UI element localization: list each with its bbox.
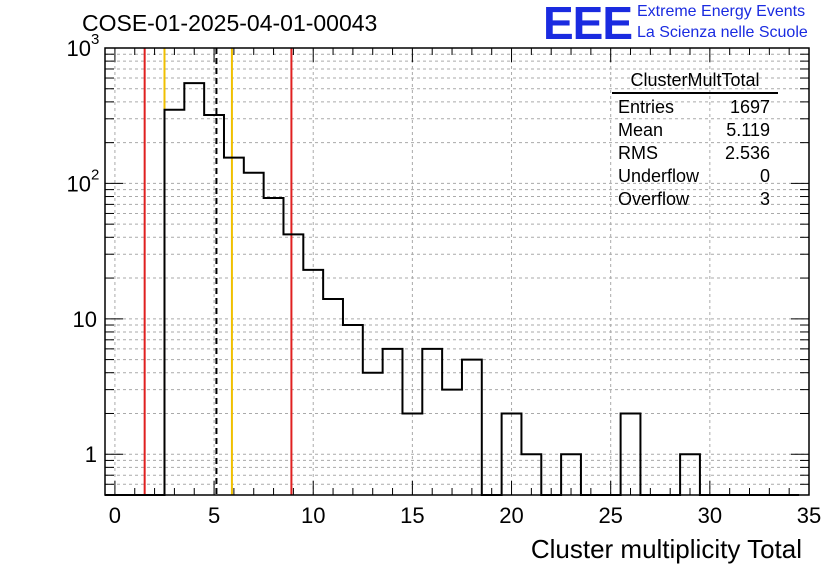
stats-label: Underflow [618,166,700,186]
stats-label: RMS [618,143,658,163]
histogram-bars [105,82,800,496]
histogram-bin [363,373,383,495]
y-tick-label: 10 [67,171,91,196]
stats-row-mean: Mean 5.119 [612,119,778,142]
x-axis-label: Cluster multiplicity Total [530,534,802,564]
histogram-bin [224,158,244,495]
x-tick-label: 5 [208,503,220,528]
x-tick-label: 10 [301,503,325,528]
logo-line-2: La Scienza nelle Scuole [637,24,808,41]
histogram-bin [283,234,303,495]
stats-value: 1697 [729,97,770,117]
grid-lines [105,48,809,495]
histogram-bin [422,349,442,495]
x-tick-label: 20 [499,503,523,528]
stats-value: 0 [759,166,770,186]
histogram-bin [442,390,462,495]
histogram-bin [343,325,363,495]
eee-logo: EEE [543,0,633,49]
x-tick-label: 30 [698,503,722,528]
y-tick-label: 1 [85,442,97,467]
y-tick-exponent: 2 [91,166,99,183]
axes [104,47,810,496]
y-tick-label: 10 [67,36,91,61]
stats-value: 3 [759,189,770,209]
stats-box: ClusterMultTotal Entries 1697 Mean 5.119… [612,70,778,211]
y-tick-exponent: 3 [91,31,99,48]
histogram-bin [303,270,323,495]
x-tick-label: 0 [109,503,121,528]
chart-title: COSE-01-2025-04-01-00043 [82,10,378,36]
stats-title: ClusterMultTotal [612,70,778,94]
stats-label: Overflow [618,189,690,209]
histogram-bin [462,360,482,495]
stats-label: Entries [618,97,675,117]
stats-row-overflow: Overflow 3 [612,188,778,211]
histogram-bin [244,173,264,495]
stats-row-rms: RMS 2.536 [612,142,778,165]
x-tick-label: 15 [400,503,424,528]
stats-value: 2.536 [724,143,770,163]
stats-row-underflow: Underflow 0 [612,165,778,188]
histogram-bin [164,110,184,495]
histogram-outline [105,82,800,496]
x-tick-label: 35 [797,503,821,528]
plot-frame [104,47,810,496]
y-tick-label: 10 [73,307,97,332]
stats-label: Mean [618,120,664,140]
stats-row-entries: Entries 1697 [612,96,778,119]
x-tick-label: 25 [598,503,622,528]
histogram-bin [383,349,403,495]
stats-value: 5.119 [726,120,770,140]
logo-line-1: Extreme Energy Events [637,3,806,20]
histogram-bin [323,299,343,495]
histogram-bin [264,198,284,495]
histogram-bin [184,83,204,495]
